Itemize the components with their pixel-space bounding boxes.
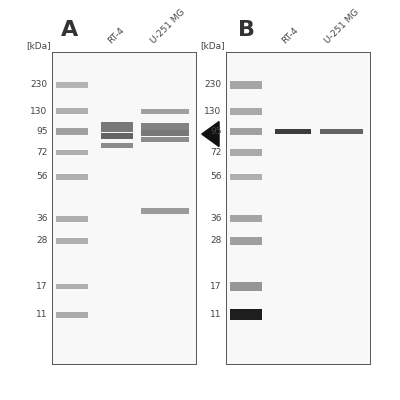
- Text: 130: 130: [204, 107, 222, 116]
- Text: 28: 28: [210, 236, 222, 245]
- Bar: [230, 128, 262, 136]
- Text: U-251 MG: U-251 MG: [323, 8, 361, 46]
- Text: 230: 230: [204, 80, 222, 89]
- Text: 95: 95: [210, 127, 222, 136]
- Bar: [101, 122, 133, 132]
- Bar: [230, 174, 262, 180]
- Text: [kDa]: [kDa]: [200, 42, 224, 50]
- Text: RT-4: RT-4: [106, 26, 126, 46]
- Bar: [56, 312, 88, 318]
- Text: 130: 130: [30, 107, 48, 116]
- Text: 72: 72: [36, 148, 48, 157]
- Text: 11: 11: [210, 310, 222, 319]
- Bar: [56, 150, 88, 155]
- Text: 36: 36: [210, 214, 222, 224]
- Text: 17: 17: [36, 282, 48, 291]
- Text: 230: 230: [30, 80, 48, 89]
- Text: U-251 MG: U-251 MG: [149, 8, 187, 46]
- Bar: [141, 109, 189, 114]
- Polygon shape: [202, 122, 219, 146]
- Bar: [141, 208, 189, 214]
- Text: A: A: [61, 20, 79, 40]
- Bar: [320, 129, 363, 134]
- Bar: [141, 123, 189, 131]
- Text: B: B: [238, 20, 254, 40]
- Bar: [56, 174, 88, 180]
- Bar: [56, 238, 88, 244]
- Text: 17: 17: [210, 282, 222, 291]
- Text: 72: 72: [210, 148, 222, 157]
- Bar: [230, 282, 262, 291]
- Bar: [141, 130, 189, 136]
- Bar: [230, 309, 262, 320]
- Bar: [101, 143, 133, 148]
- Bar: [101, 133, 133, 139]
- Text: RT-4: RT-4: [280, 26, 300, 46]
- Bar: [230, 237, 262, 245]
- Bar: [230, 81, 262, 89]
- Bar: [56, 108, 88, 114]
- Bar: [56, 128, 88, 136]
- Bar: [141, 137, 189, 142]
- Bar: [56, 284, 88, 290]
- Text: [kDa]: [kDa]: [26, 42, 50, 50]
- Text: 95: 95: [36, 127, 48, 136]
- Bar: [275, 129, 311, 134]
- Bar: [56, 216, 88, 222]
- Bar: [230, 149, 262, 156]
- Text: 11: 11: [36, 310, 48, 319]
- Text: 28: 28: [36, 236, 48, 245]
- Text: 56: 56: [210, 172, 222, 181]
- Bar: [56, 82, 88, 88]
- Bar: [230, 108, 262, 115]
- Text: 56: 56: [36, 172, 48, 181]
- Bar: [230, 216, 262, 222]
- Text: 36: 36: [36, 214, 48, 224]
